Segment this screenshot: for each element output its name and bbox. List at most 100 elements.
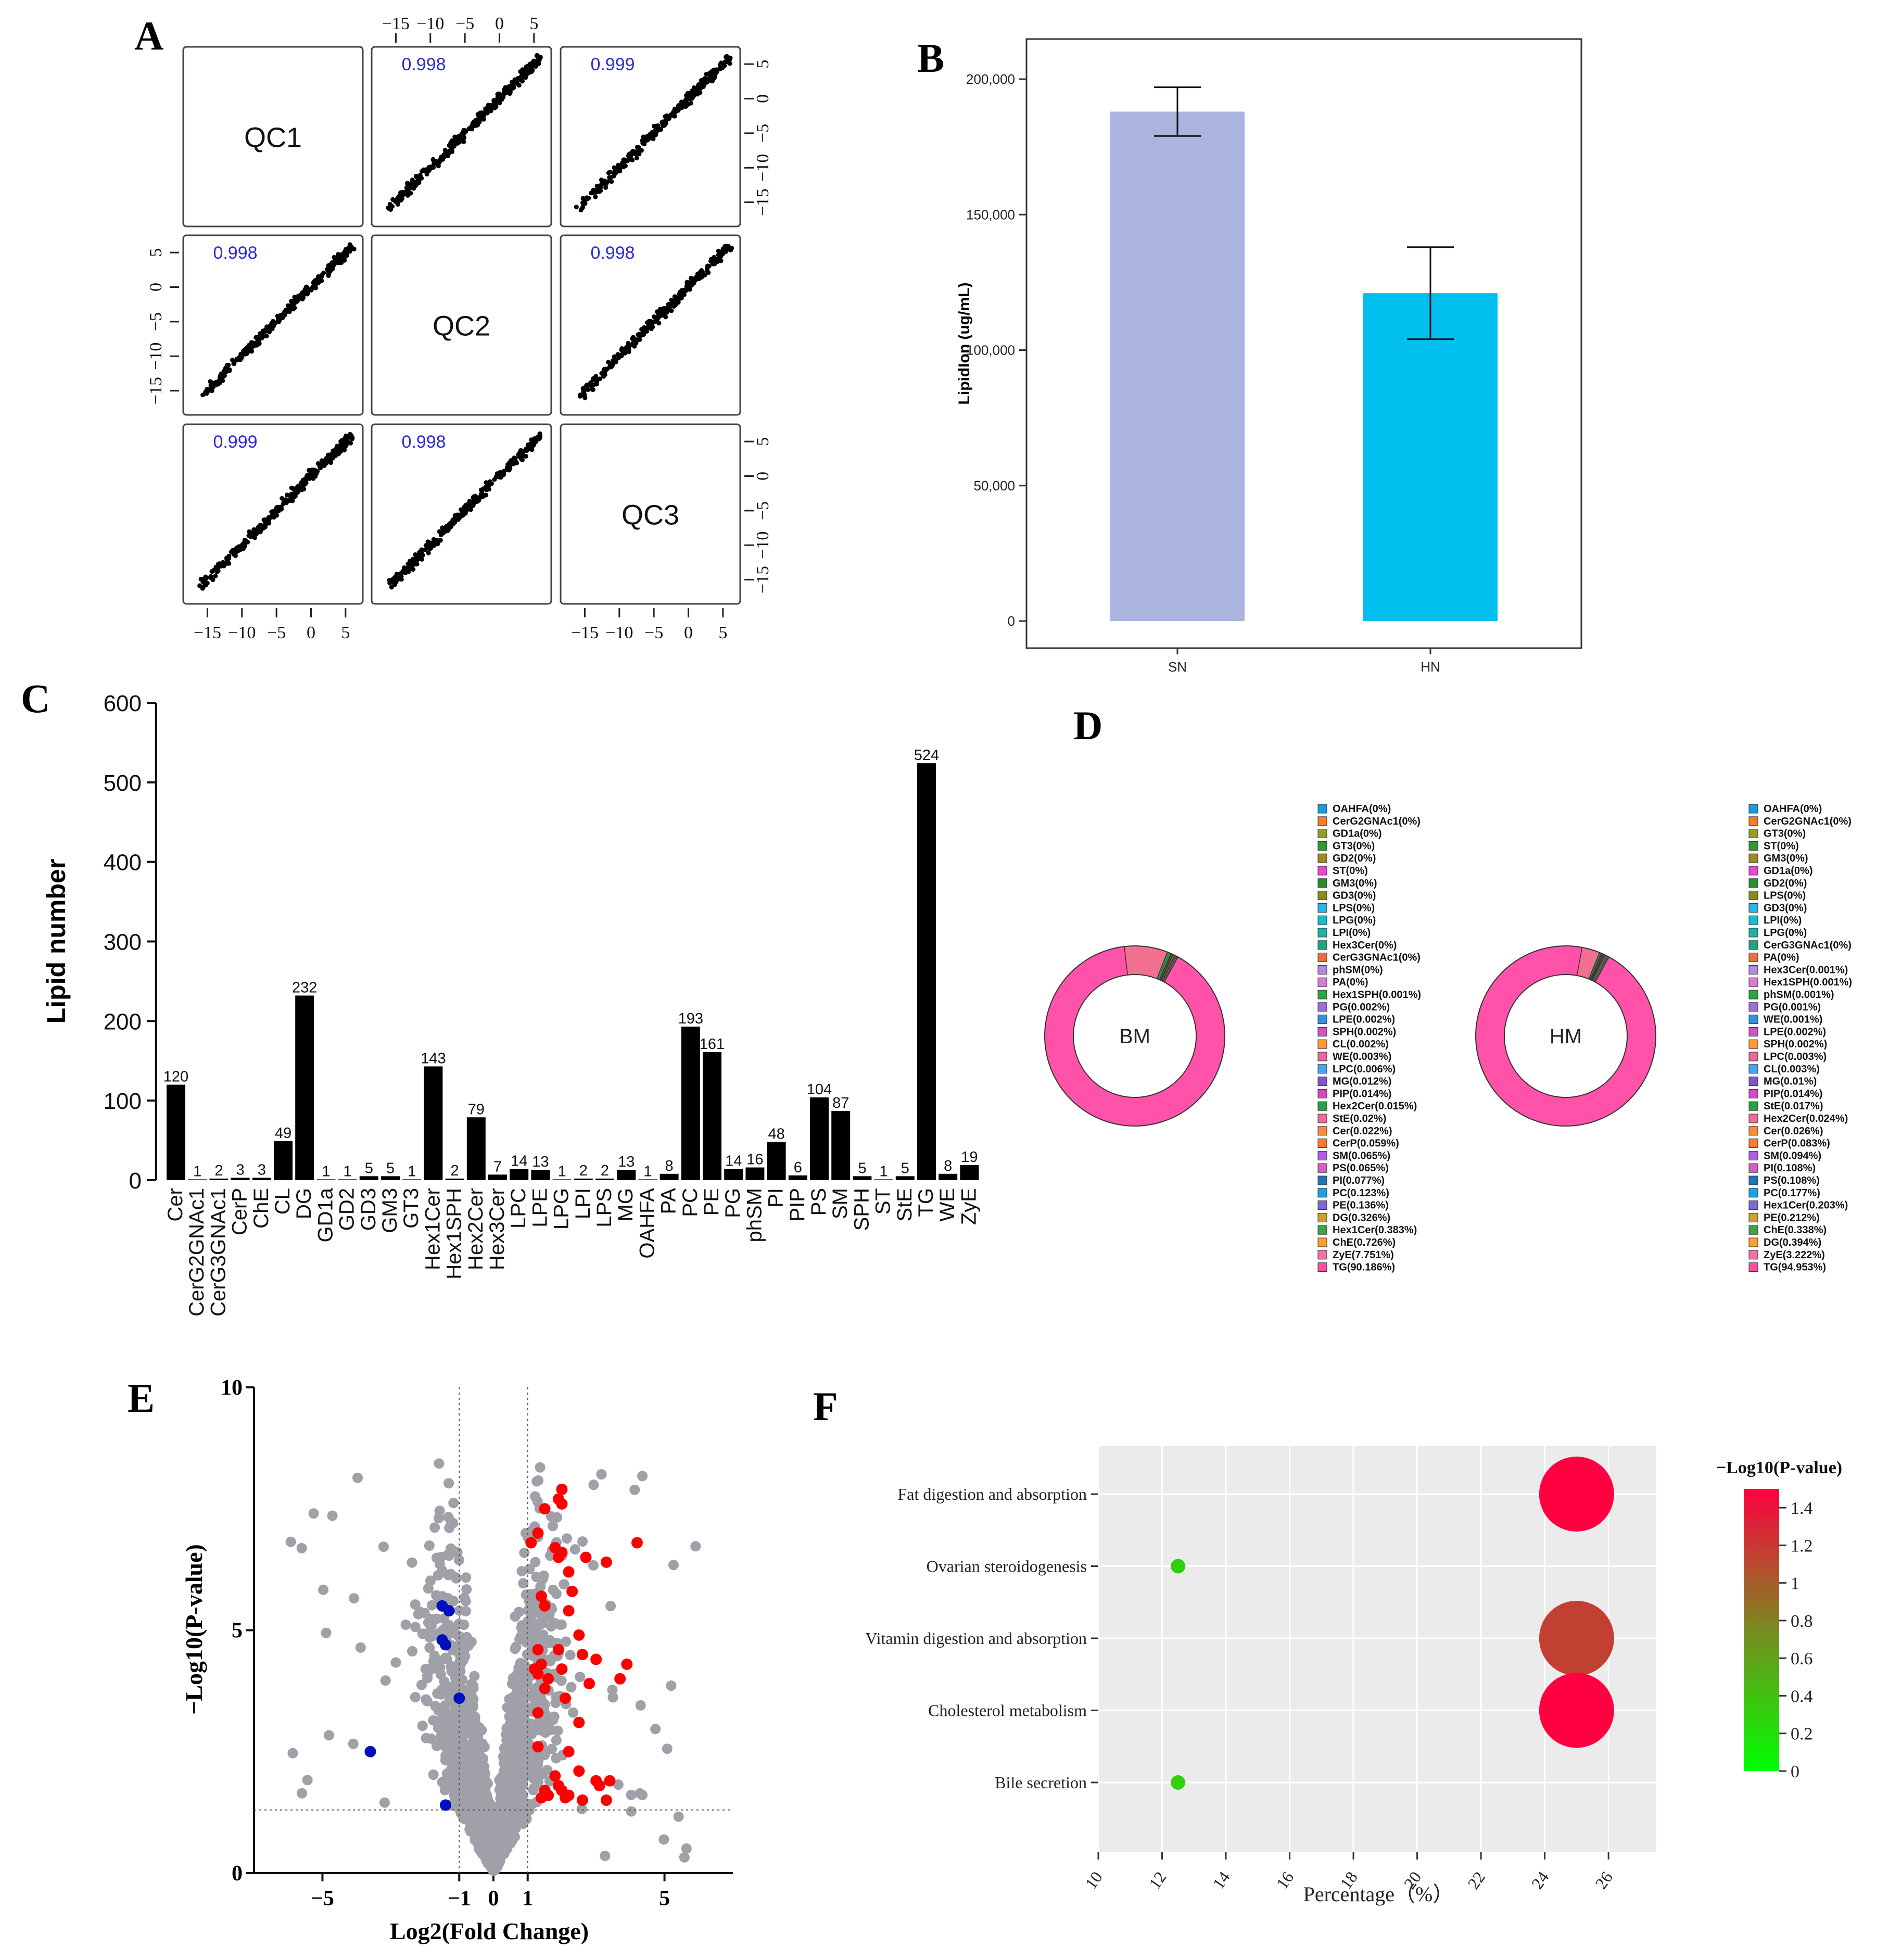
bar-value-label: 104 <box>807 1081 832 1098</box>
y-tick-label: 100,000 <box>966 343 1015 358</box>
legend-swatch <box>1317 1212 1327 1222</box>
colorbar-tick-label: 0 <box>1791 1762 1799 1781</box>
legend-label: CerP(0.083%) <box>1764 1138 1830 1149</box>
up-regulated-point <box>631 1537 643 1549</box>
legend-swatch <box>1748 1027 1758 1036</box>
x-axis-label: Percentage（%） <box>1303 1882 1454 1906</box>
legend-swatch <box>1317 1089 1327 1098</box>
legend-label: GD1a(0%) <box>1333 828 1381 840</box>
legend-swatch <box>1317 1262 1327 1272</box>
legend-swatch <box>1748 1015 1758 1025</box>
legend-swatch <box>1317 853 1327 863</box>
bar <box>295 995 314 1180</box>
bubble <box>1171 1559 1186 1574</box>
legend-label: WE(0.001%) <box>1764 1014 1822 1026</box>
tick-label: −10 <box>753 154 772 182</box>
nonsignificant-points <box>285 1458 701 1876</box>
x-tick-label: LPE <box>528 1188 551 1228</box>
panel-letter-d: D <box>1073 703 1102 748</box>
legend-label: SPH(0.002%) <box>1333 1026 1396 1038</box>
legend-swatch <box>1317 1039 1327 1049</box>
legend-swatch <box>1317 928 1327 938</box>
x-tick-label: SPH <box>850 1188 873 1231</box>
legend-swatch <box>1748 1039 1758 1049</box>
legend-swatch <box>1317 816 1327 826</box>
legend-label: PE(0.212%) <box>1764 1212 1820 1223</box>
panel-d-donut-charts: BMOAHFA(0%)CerG2GNAc1(0%)GD1a(0%)GT3(0%)… <box>1044 803 1852 1273</box>
legend-label: DG(0.326%) <box>1333 1212 1390 1223</box>
bar <box>788 1175 807 1180</box>
donut-hole <box>1504 974 1628 1098</box>
legend-swatch <box>1748 878 1758 888</box>
legend-label: DG(0.394%) <box>1764 1237 1821 1248</box>
bar <box>853 1176 872 1180</box>
legend-swatch <box>1748 1052 1758 1061</box>
matrix-cell <box>182 234 364 416</box>
x-tick-label: −5 <box>311 1887 334 1911</box>
tick-label: 5 <box>718 623 727 642</box>
legend-swatch <box>1317 1114 1327 1123</box>
legend-label: PA(0%) <box>1764 952 1799 964</box>
x-tick-label: ST <box>872 1188 895 1215</box>
x-tick-label: ZyE <box>957 1188 980 1225</box>
x-tick-label: 0 <box>488 1887 499 1911</box>
legend-label: Hex3Cer(0%) <box>1333 940 1397 951</box>
x-tick-label: 24 <box>1528 1868 1553 1892</box>
legend-swatch <box>1317 1225 1327 1235</box>
bar <box>810 1097 829 1180</box>
panel-letter-a: A <box>134 13 163 58</box>
x-tick-label: GM3 <box>378 1188 401 1233</box>
tick-label: −10 <box>228 623 256 642</box>
legend-swatch <box>1748 977 1758 987</box>
bar-value-label: 1 <box>643 1163 652 1180</box>
legend-label: LPS(0%) <box>1764 890 1806 902</box>
legend-label: OAHFA(0%) <box>1764 803 1822 815</box>
legend-swatch <box>1317 1237 1327 1247</box>
legend-label: LPI(0%) <box>1333 927 1371 939</box>
bar-value-label: 5 <box>386 1160 395 1177</box>
legend-swatch <box>1748 990 1758 1000</box>
bar <box>231 1178 250 1180</box>
bar-value-label: 120 <box>163 1069 188 1085</box>
bar <box>274 1141 293 1180</box>
legend-label: PIP(0.014%) <box>1764 1088 1822 1099</box>
x-tick-label: LPG <box>550 1188 573 1230</box>
correlation-label: 0.999 <box>590 55 635 74</box>
bar-value-label: 232 <box>292 979 317 996</box>
bar <box>595 1178 614 1180</box>
legend-label: Hex2Cer(0.015%) <box>1333 1101 1417 1112</box>
legend-swatch <box>1317 1175 1327 1185</box>
legend-swatch <box>1317 1200 1327 1210</box>
tick-label: −5 <box>455 14 474 33</box>
legend-swatch <box>1748 915 1758 925</box>
up-regulated-point <box>600 1556 612 1568</box>
bar <box>574 1178 593 1180</box>
legend-swatch <box>1748 866 1758 876</box>
legend-swatch <box>1317 891 1327 901</box>
up-regulated-point <box>549 1770 561 1782</box>
legend-label: Hex1Cer(0.383%) <box>1333 1224 1417 1236</box>
up-regulated-point <box>552 1780 564 1792</box>
pathway-label: Cholesterol metabolism <box>928 1701 1087 1720</box>
legend-label: LPI(0%) <box>1764 915 1802 926</box>
legend-label: GM3(0%) <box>1333 878 1377 889</box>
panel-c-bar-chart: 0 100 200 300 400 500 600 Lipid number 120 Cer 1 Ce… <box>42 691 980 1317</box>
legend-label: PE(0.136%) <box>1333 1200 1389 1211</box>
legend-label: ChE(0.338%) <box>1764 1224 1827 1236</box>
x-tick-label: 10 <box>1081 1868 1106 1892</box>
bar <box>831 1111 851 1180</box>
colorbar-tick-label: 0.2 <box>1791 1725 1813 1744</box>
up-regulated-point <box>532 1741 544 1753</box>
donut-outline <box>1475 945 1656 1127</box>
bar-value-label: 13 <box>618 1154 635 1170</box>
bar <box>874 1179 893 1180</box>
down-regulated-point <box>453 1692 465 1704</box>
x-tick-label: LPS <box>593 1188 616 1228</box>
tick-label: −15 <box>382 14 410 33</box>
matrix-cell <box>371 46 552 227</box>
tick-label: −10 <box>753 532 772 559</box>
y-tick-label: 0 <box>129 1168 142 1194</box>
legend-swatch <box>1317 965 1327 975</box>
legend-label: PIP(0.014%) <box>1333 1088 1391 1099</box>
legend-label: GT3(0%) <box>1764 828 1806 840</box>
